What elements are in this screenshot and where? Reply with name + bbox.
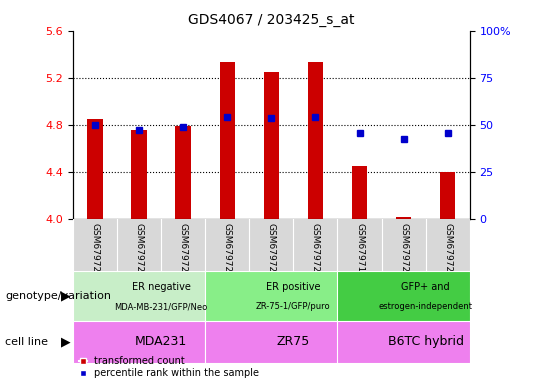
Text: ER positive: ER positive [266,282,321,292]
Text: estrogen-independent: estrogen-independent [379,302,472,311]
Text: GSM679724: GSM679724 [179,223,188,278]
Text: GSM679723: GSM679723 [134,223,144,278]
Text: GSM679722: GSM679722 [91,223,99,278]
Bar [73,271,205,321]
Bar [131,129,147,219]
Bar [264,72,279,219]
Text: GSM679727: GSM679727 [311,223,320,278]
Text: ▶: ▶ [60,289,70,302]
Bar [205,321,338,363]
Bar [352,166,367,219]
Bar [73,321,205,363]
Text: genotype/variation: genotype/variation [5,291,111,301]
Text: ER negative: ER negative [132,282,191,292]
Text: GSM679725: GSM679725 [223,223,232,278]
Bar [87,119,103,219]
Text: MDA231: MDA231 [135,335,187,348]
Title: GDS4067 / 203425_s_at: GDS4067 / 203425_s_at [188,13,355,27]
Text: GFP+ and: GFP+ and [401,282,450,292]
Text: GSM679720: GSM679720 [399,223,408,278]
Bar [220,63,235,219]
Bar [205,271,338,321]
Bar [338,271,470,321]
Legend: transformed count, percentile rank within the sample: transformed count, percentile rank withi… [78,355,260,379]
Text: GSM679719: GSM679719 [355,223,364,278]
Text: B6TC hybrid: B6TC hybrid [388,335,464,348]
Bar [308,63,323,219]
Bar [396,217,411,219]
Text: MDA-MB-231/GFP/Neo: MDA-MB-231/GFP/Neo [114,302,208,311]
Bar [176,126,191,219]
Text: cell line: cell line [5,337,49,347]
Text: ZR-75-1/GFP/puro: ZR-75-1/GFP/puro [256,302,330,311]
Bar [338,321,470,363]
Text: GSM679721: GSM679721 [443,223,452,278]
Text: ▶: ▶ [60,335,70,348]
Text: ZR75: ZR75 [277,335,310,348]
Text: GSM679726: GSM679726 [267,223,276,278]
Bar [440,172,455,219]
